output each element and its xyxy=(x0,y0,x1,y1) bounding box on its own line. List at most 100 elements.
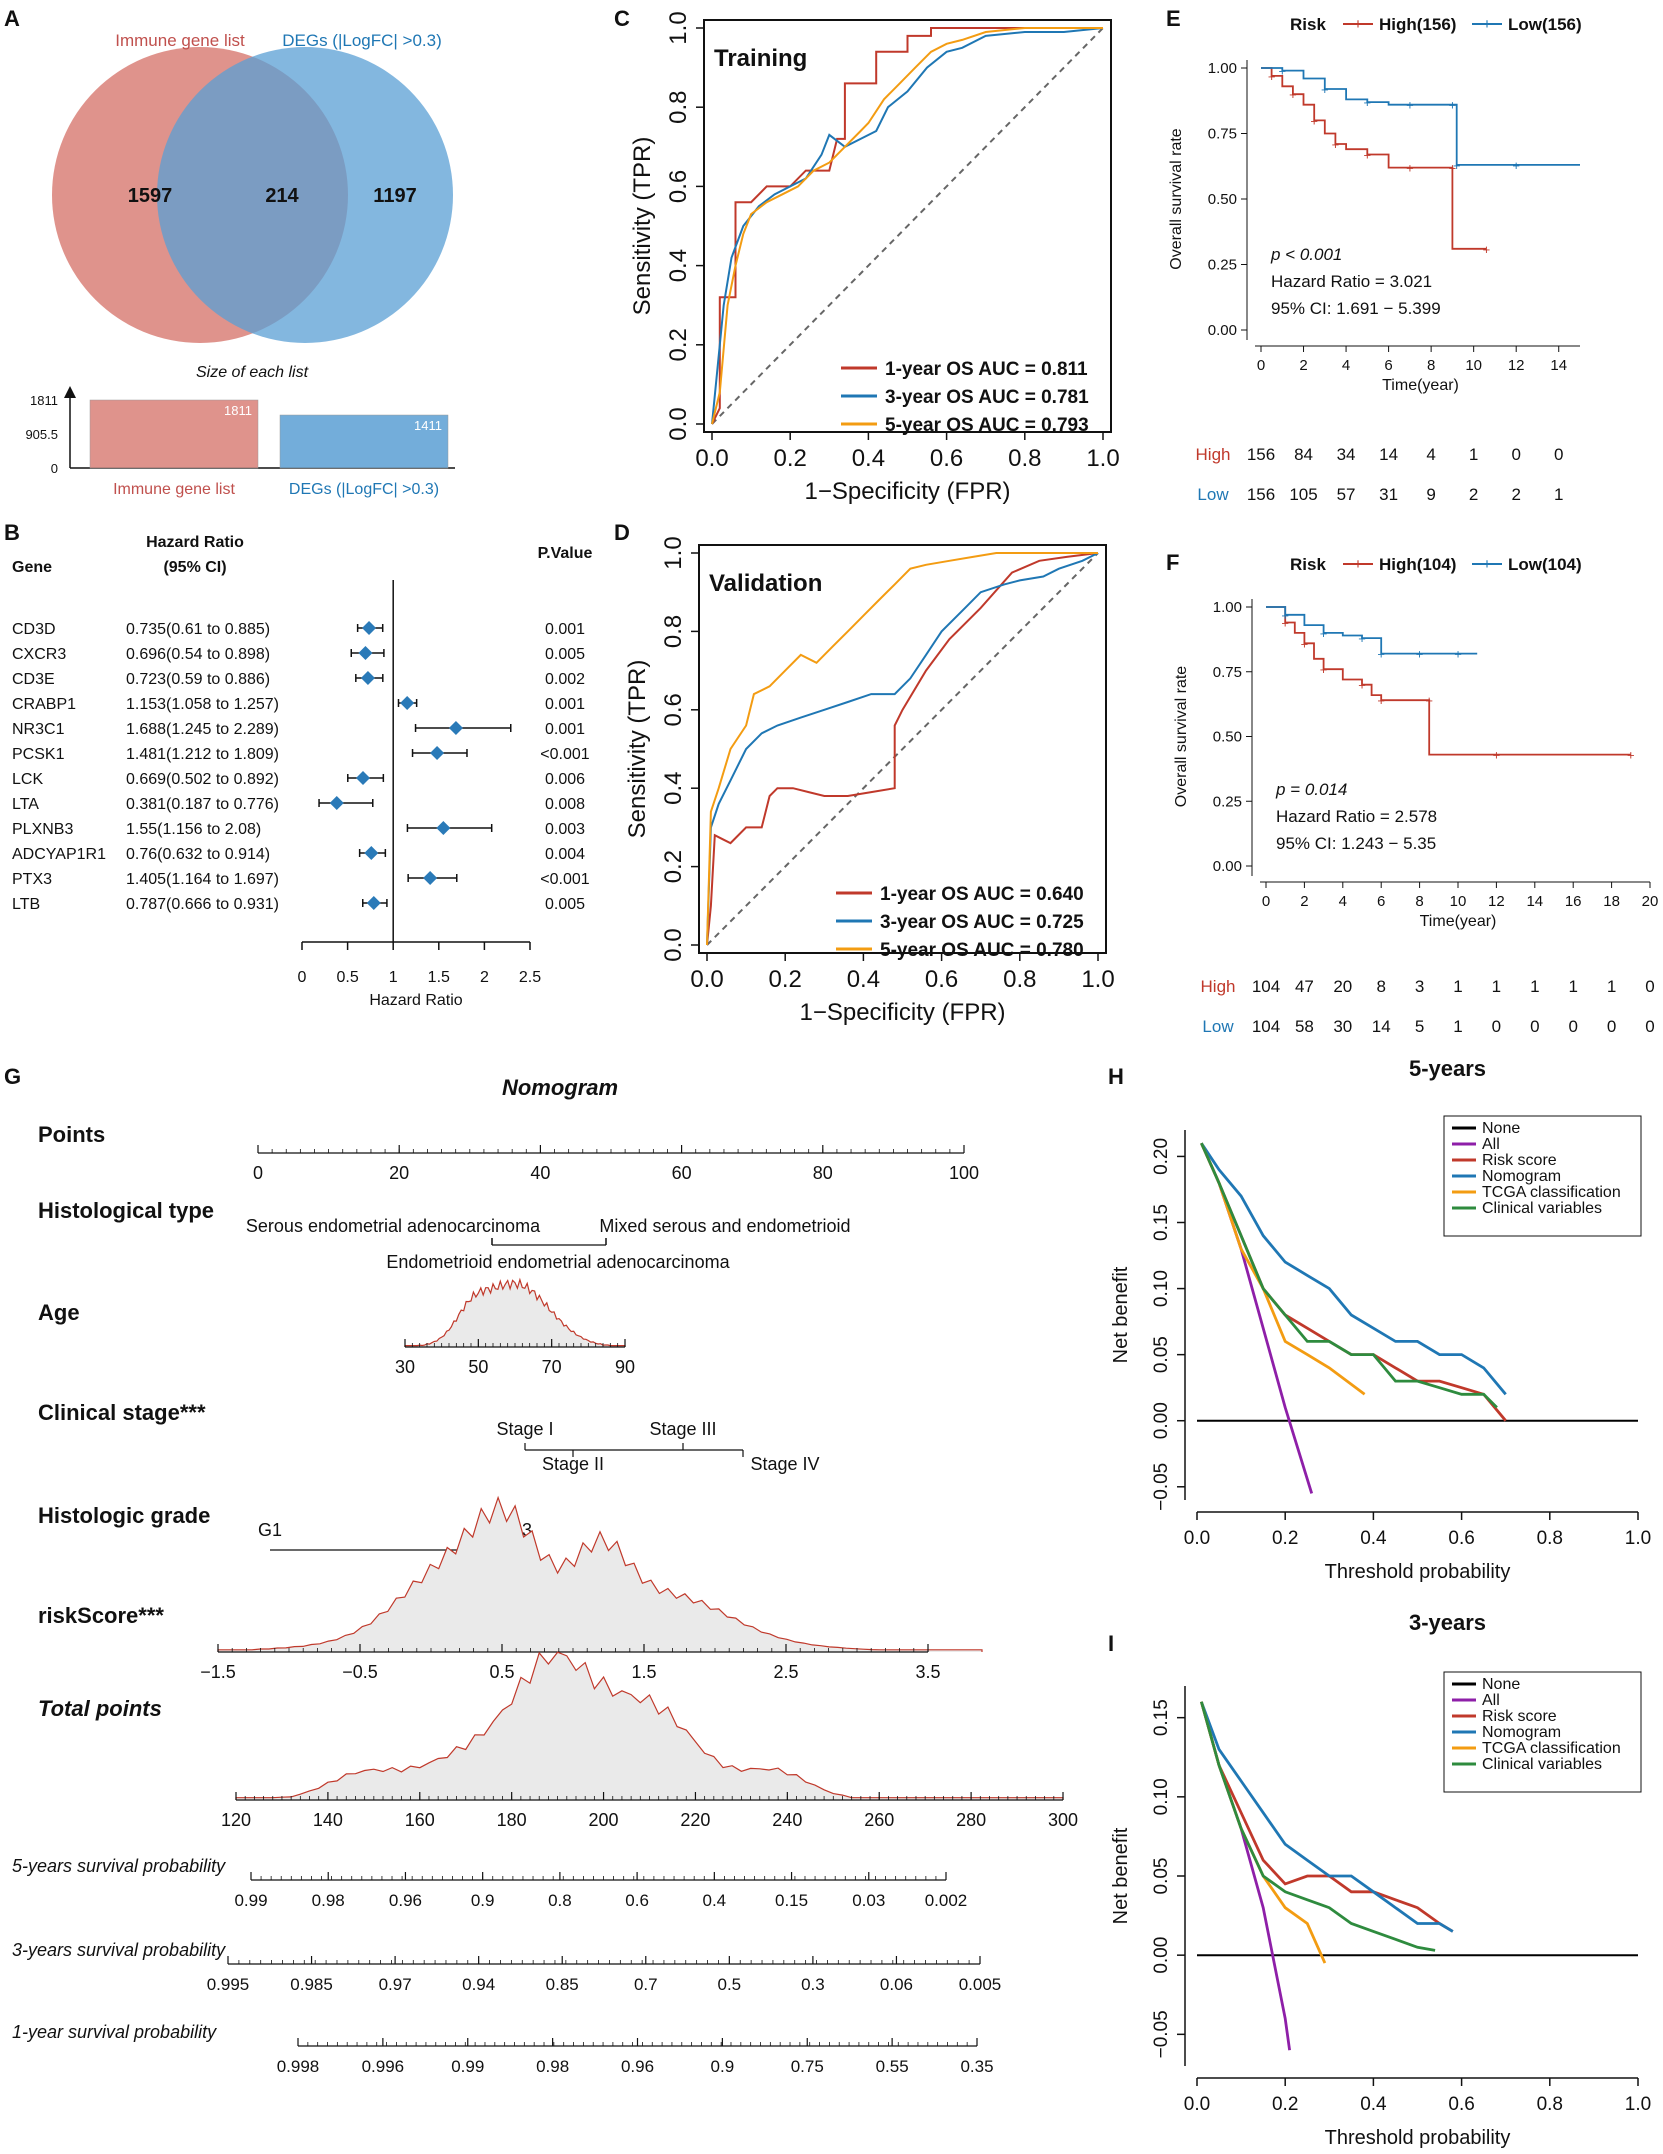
forest-point xyxy=(364,846,379,860)
km_train-stat-2: 95% CI: 1.691 − 5.399 xyxy=(1271,299,1441,318)
forest-hr-text: 1.153(1.058 to 1.257) xyxy=(126,696,279,713)
roc_valid-legend-label-0: 1-year OS AUC = 0.640 xyxy=(880,884,1084,905)
nomo-tick-label: 0.998 xyxy=(277,2057,320,2076)
forest-point xyxy=(448,721,463,735)
nomo-tick-label: 0.3 xyxy=(801,1975,825,1994)
nomo-tick-label: 70 xyxy=(542,1357,562,1377)
nomo-tick-label: 0.94 xyxy=(462,1975,495,1994)
km_train-xtick-label: 0 xyxy=(1257,357,1265,374)
venn-count-overlap: 214 xyxy=(265,185,299,207)
dca5-legend-label-0: None xyxy=(1482,1120,1520,1137)
km_valid-risk-count: 5 xyxy=(1415,1017,1424,1036)
nomo-label-surv5: 5-years survival probability xyxy=(12,1856,226,1876)
forest-p: 0.005 xyxy=(545,646,585,663)
km_valid-risk-label-1: Low xyxy=(1202,1017,1234,1036)
nomo-label-surv1: 1-year survival probability xyxy=(12,2022,217,2042)
nomo-tick-label: 0.98 xyxy=(536,2057,569,2076)
nomo-tick-label: 20 xyxy=(389,1163,409,1183)
km_valid-legend-mark-1: + xyxy=(1483,556,1492,573)
venn-count-degs: 1197 xyxy=(373,185,416,207)
forest-point xyxy=(329,796,344,810)
nomo-label-grade: Histologic grade xyxy=(38,1503,210,1528)
roc_valid-xtick-label: 0.6 xyxy=(925,966,958,993)
nomo-histtype-level-0: Serous endometrial adenocarcinoma xyxy=(246,1216,541,1236)
km_train-risk-count: 1 xyxy=(1554,485,1563,504)
nomo-tick-label: 0.002 xyxy=(925,1891,968,1910)
dca3-xtick-label: 0.8 xyxy=(1537,2094,1563,2115)
km_valid-censor-1: + xyxy=(1281,608,1289,623)
nomo-tick-label: 220 xyxy=(680,1810,710,1830)
dca5-xtick-label: 0.6 xyxy=(1448,1528,1474,1549)
km_train-ylabel: Overall survival rate xyxy=(1168,128,1185,269)
bar-y-arrow xyxy=(64,386,76,398)
km_train-legend-label-0: High(156) xyxy=(1379,15,1456,34)
km_train-censor-0: + xyxy=(1289,87,1297,102)
bar-tick: 905.5 xyxy=(25,427,58,442)
roc_valid-series-1 xyxy=(706,552,1099,946)
nomo-tick-label: 0.6 xyxy=(625,1891,649,1910)
roc_valid-ytick-label: 0.8 xyxy=(660,615,687,648)
dca5-legend-label-1: All xyxy=(1482,1136,1500,1153)
dca3-series-3 xyxy=(1200,1701,1454,1933)
roc_valid-xlabel: 1−Specificity (FPR) xyxy=(799,999,1005,1026)
forest-tick-label: 2 xyxy=(480,969,489,986)
panel-label-H: H xyxy=(1108,1064,1124,1089)
nomo-histtype-level-1: Mixed serous and endometrioid xyxy=(599,1216,850,1236)
km_valid-censor-1: + xyxy=(1454,647,1462,662)
dca3-ylabel: Net benefit xyxy=(1110,1827,1132,1924)
km_valid-risk-count: 14 xyxy=(1372,1017,1391,1036)
km_train-risk-count: 105 xyxy=(1289,485,1317,504)
roc_valid-ytick-label: 0.0 xyxy=(660,928,687,961)
nomo-tick-label: 200 xyxy=(589,1810,619,1830)
km_train-xtick-label: 4 xyxy=(1342,357,1350,374)
roc_train-ytick-label: 0.4 xyxy=(665,249,692,282)
forest-point xyxy=(358,646,373,660)
forest-gene: CXCR3 xyxy=(12,646,66,663)
roc_train-ylabel: Sensitivity (TPR) xyxy=(629,137,656,316)
forest-gene: PLXNB3 xyxy=(12,821,73,838)
nomo-tick-label: 0.96 xyxy=(621,2057,654,2076)
forest-p: 0.002 xyxy=(545,671,585,688)
km_valid-risk-count: 1 xyxy=(1530,977,1539,996)
nomo-tick-label: 0.005 xyxy=(959,1975,1002,1994)
km_valid-legend-label-0: High(104) xyxy=(1379,555,1456,574)
forest-point xyxy=(356,771,371,785)
roc_train-ytick-label: 0.6 xyxy=(665,170,692,203)
forest-gene: ADCYAP1R1 xyxy=(12,846,106,863)
km_train-xtick-label: 14 xyxy=(1550,357,1567,374)
bar-tick: 0 xyxy=(51,461,58,476)
nomo-label-points: Points xyxy=(38,1122,105,1147)
km_valid-censor-0: + xyxy=(1493,748,1501,763)
km_train-risk-count: 14 xyxy=(1379,445,1398,464)
km_train-censor-1: + xyxy=(1406,98,1414,113)
km_train-censor-1: + xyxy=(1449,98,1457,113)
km_train-censor-0: + xyxy=(1364,147,1372,162)
km_valid-xlabel: Time(year) xyxy=(1420,913,1497,930)
forest-p: 0.001 xyxy=(545,621,585,638)
km_valid-risk-count: 104 xyxy=(1252,1017,1280,1036)
forest-gene: CRABP1 xyxy=(12,696,76,713)
forest-point xyxy=(366,896,381,910)
km_train-risk-count: 9 xyxy=(1426,485,1435,504)
km_train-xtick-label: 8 xyxy=(1427,357,1435,374)
dca3-legend-label-0: None xyxy=(1482,1676,1520,1693)
nomo-density xyxy=(235,1651,1064,1800)
nomo-tick-label: −0.5 xyxy=(342,1662,378,1682)
panel-label-I: I xyxy=(1108,1631,1114,1656)
forest-tick-label: 1.5 xyxy=(428,969,450,986)
km_valid-risk-count: 20 xyxy=(1333,977,1352,996)
dca5-ytick-label: 0.15 xyxy=(1151,1204,1172,1241)
forest-p: 0.008 xyxy=(545,796,585,813)
roc_train-xtick-label: 0.8 xyxy=(1008,445,1041,472)
km_valid-xtick-label: 0 xyxy=(1262,893,1270,910)
km_valid-risk-count: 1 xyxy=(1453,977,1462,996)
dca3-xtick-label: 1.0 xyxy=(1625,2094,1651,2115)
nomo-tick-label: 0.96 xyxy=(389,1891,422,1910)
forest-point xyxy=(423,871,438,885)
forest-header-hr: Hazard Ratio xyxy=(146,534,244,551)
nomo-tick-label: 0.9 xyxy=(711,2057,735,2076)
dca5-legend-label-4: TCGA classification xyxy=(1482,1184,1621,1201)
km_train-censor-0: + xyxy=(1310,113,1318,128)
roc_train-xtick-label: 0.6 xyxy=(930,445,963,472)
